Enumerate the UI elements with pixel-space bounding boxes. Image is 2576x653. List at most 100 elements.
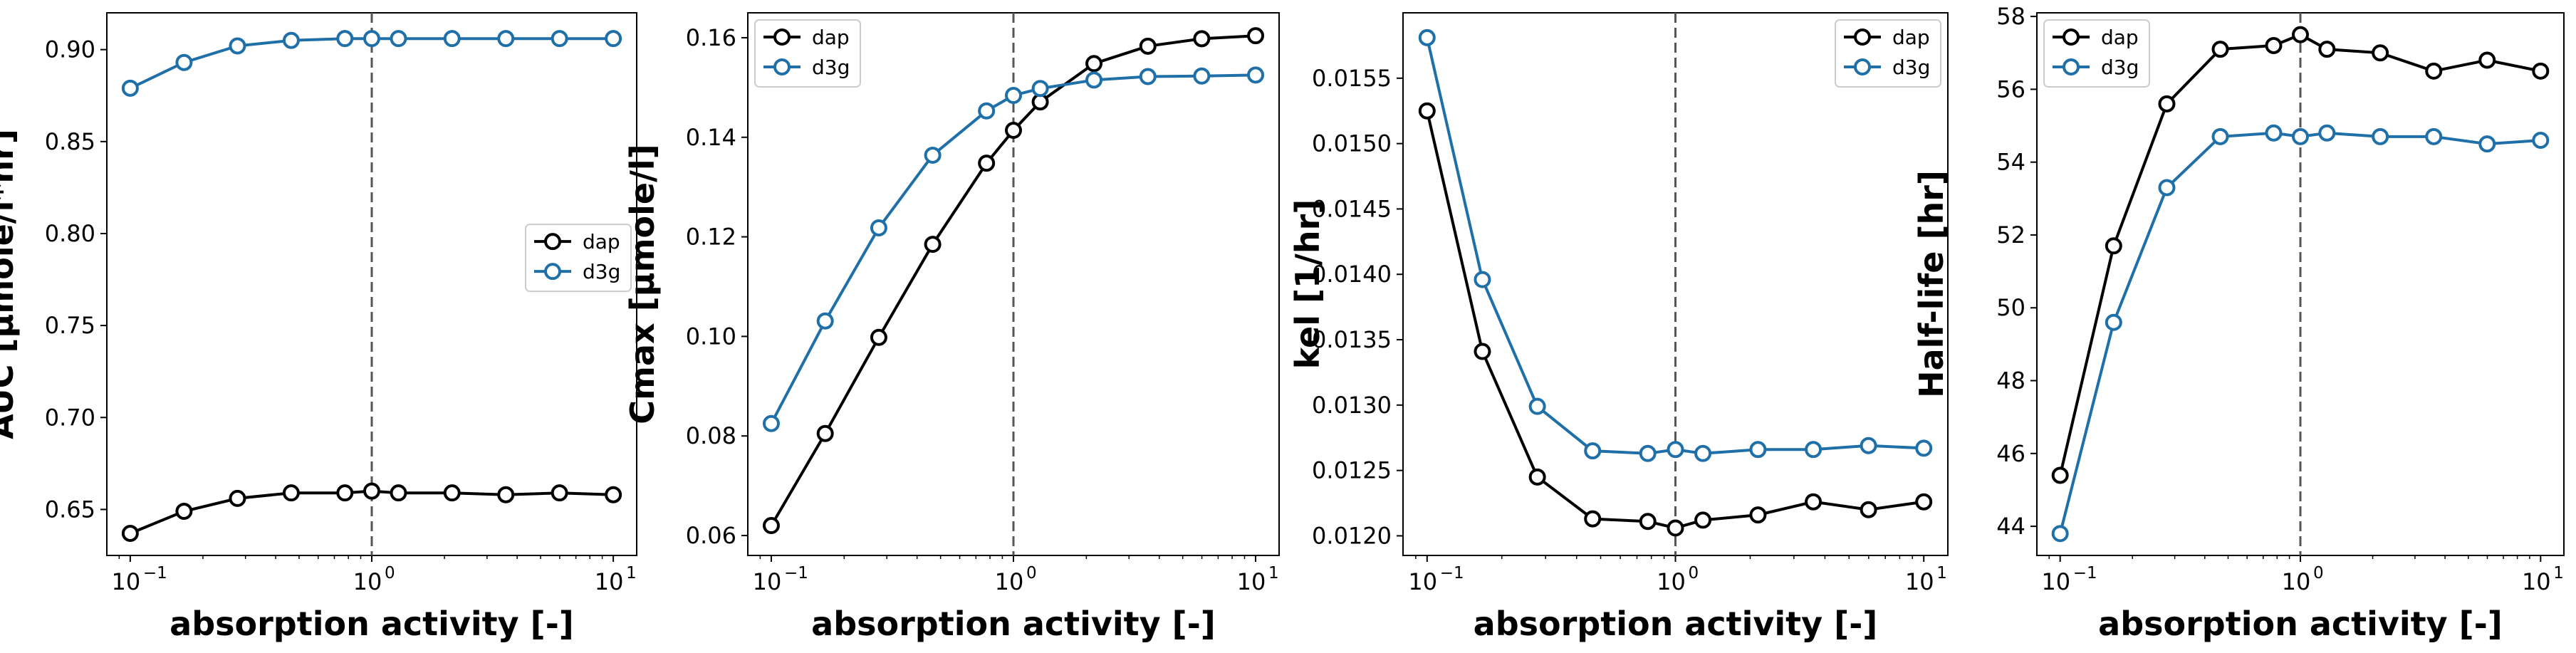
data-point-dap xyxy=(1474,343,1491,360)
series-d3g xyxy=(1418,28,1933,462)
data-point-dap xyxy=(762,517,780,535)
x-tick-label: 10 xyxy=(1237,568,1266,595)
series-d3g xyxy=(762,66,1265,432)
data-point-d3g xyxy=(1667,441,1684,459)
data-point-d3g xyxy=(497,30,515,48)
y-tick-label: 50 xyxy=(1996,294,2025,321)
data-point-d3g xyxy=(2292,127,2309,145)
data-point-d3g xyxy=(443,30,461,48)
data-point-dap xyxy=(2478,51,2496,69)
data-point-d3g xyxy=(816,312,834,330)
x-axis-label: absorption activity [-] xyxy=(811,605,1216,643)
chart-panel-1: 10 −1 10 0 10 10.650.700.750.800.850.90absorp… xyxy=(0,12,637,643)
data-point-dap xyxy=(2532,62,2550,80)
data-point-dap xyxy=(978,155,996,172)
data-point-d3g xyxy=(1474,271,1491,288)
y-tick-label: 52 xyxy=(1996,221,2025,249)
y-tick-label: 0.65 xyxy=(45,496,95,523)
data-point-dap xyxy=(2105,237,2122,255)
legend-marker-dap xyxy=(773,28,791,46)
x-tick-exponent: 0 xyxy=(2313,564,2324,583)
x-axis-label: absorption activity [-] xyxy=(1474,605,1878,643)
x-tick-exponent: 0 xyxy=(1026,564,1037,583)
data-point-d3g xyxy=(2211,127,2229,145)
data-point-dap xyxy=(1193,30,1211,48)
data-point-d3g xyxy=(336,30,354,48)
legend-marker-d3g xyxy=(773,58,791,75)
data-point-d3g xyxy=(2372,127,2389,145)
data-point-dap xyxy=(1139,37,1157,55)
data-point-d3g xyxy=(1915,439,1933,457)
legend-label-dap: dap xyxy=(2101,26,2139,49)
data-point-d3g xyxy=(1085,71,1103,89)
y-tick-label: 0.75 xyxy=(45,312,95,339)
data-point-d3g xyxy=(1193,67,1211,85)
data-point-dap xyxy=(870,328,887,346)
y-tick-label: 0.80 xyxy=(45,220,95,247)
data-point-d3g xyxy=(2425,127,2443,145)
x-tick-exponent: −1 xyxy=(784,564,808,583)
data-point-dap xyxy=(1860,501,1877,518)
data-point-d3g xyxy=(1805,441,1823,459)
x-tick-exponent: 0 xyxy=(1689,564,1699,583)
data-point-dap xyxy=(1667,519,1684,537)
data-point-dap xyxy=(1418,102,1436,120)
x-tick-label: 10 xyxy=(2041,568,2070,595)
data-point-dap xyxy=(1005,121,1022,139)
y-tick-label: 46 xyxy=(1996,440,2025,467)
data-point-d3g xyxy=(363,30,380,48)
x-tick-exponent: 1 xyxy=(2553,564,2564,583)
data-point-dap xyxy=(1805,493,1823,511)
y-tick-label: 0.06 xyxy=(686,522,736,549)
legend: dap d3g xyxy=(1835,19,1941,88)
data-point-d3g xyxy=(1005,87,1022,105)
data-point-d3g xyxy=(175,53,193,71)
x-tick-exponent: −1 xyxy=(1440,564,1464,583)
series-dap xyxy=(1418,102,1933,537)
data-point-d3g xyxy=(1247,66,1265,84)
data-point-dap xyxy=(2265,37,2283,55)
y-tick-label: 44 xyxy=(1996,513,2025,540)
y-tick-label: 0.0120 xyxy=(1312,522,1392,549)
data-point-dap xyxy=(1584,510,1602,528)
data-point-d3g xyxy=(1639,444,1657,462)
data-point-dap xyxy=(2425,62,2443,80)
y-tick-label: 0.90 xyxy=(45,36,95,63)
y-tick-label: 0.0135 xyxy=(1312,326,1392,353)
data-point-d3g xyxy=(605,30,622,48)
x-tick-label: 10 xyxy=(995,568,1024,595)
data-point-dap xyxy=(121,525,139,543)
data-point-dap xyxy=(2372,44,2389,62)
series-d3g xyxy=(2051,124,2550,543)
data-point-d3g xyxy=(390,30,407,48)
x-tick-label: 10 xyxy=(2282,568,2311,595)
y-tick-label: 0.0155 xyxy=(1312,65,1392,92)
y-tick-label: 0.12 xyxy=(686,224,736,251)
legend-marker-dap xyxy=(2063,28,2080,46)
legend-label-d3g: d3g xyxy=(812,56,850,79)
legend-label-dap: dap xyxy=(583,230,620,254)
x-tick-exponent: 0 xyxy=(385,564,395,583)
data-point-d3g xyxy=(2105,313,2122,331)
data-point-dap xyxy=(1749,506,1767,524)
data-point-d3g xyxy=(2158,179,2176,197)
legend-marker-d3g xyxy=(2063,58,2080,75)
data-point-dap xyxy=(1639,513,1657,531)
data-point-dap xyxy=(2158,95,2176,113)
legend-marker-d3g xyxy=(1854,58,1871,75)
y-tick-label: 0.85 xyxy=(45,128,95,155)
y-tick-label: 0.0130 xyxy=(1312,392,1392,419)
x-tick-exponent: 1 xyxy=(626,564,637,583)
data-point-dap xyxy=(924,236,942,254)
data-point-dap xyxy=(336,484,354,502)
y-tick-label: 0.0125 xyxy=(1312,457,1392,484)
data-point-d3g xyxy=(2051,525,2069,543)
y-tick-label: 0.16 xyxy=(686,24,736,51)
data-point-dap xyxy=(1247,27,1265,45)
x-axis-label: absorption activity [-] xyxy=(170,605,574,643)
legend: dap d3g xyxy=(525,224,632,293)
data-point-dap xyxy=(2292,26,2309,43)
data-point-d3g xyxy=(1749,441,1767,459)
data-point-d3g xyxy=(282,31,300,49)
